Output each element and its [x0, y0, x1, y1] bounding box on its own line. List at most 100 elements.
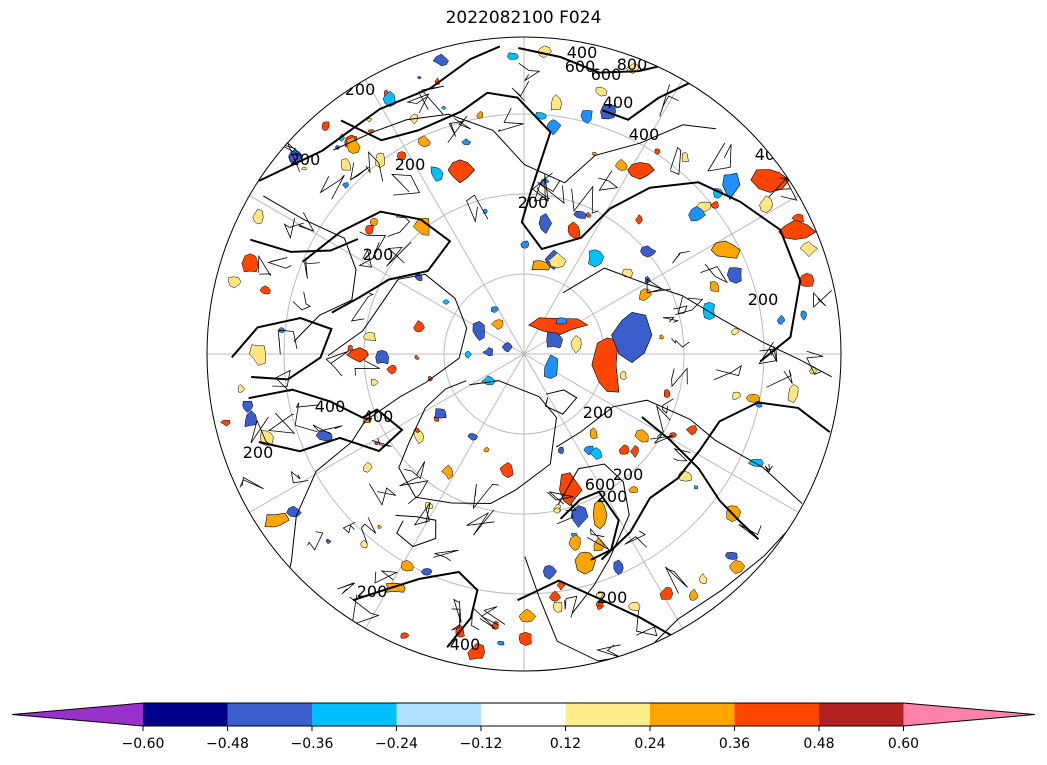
border-line [775, 176, 798, 201]
border-line [337, 582, 355, 595]
border-line [325, 350, 349, 377]
anomaly-area [413, 320, 425, 333]
colorbar-bins [11, 702, 1036, 727]
contour-label: 200 [357, 582, 388, 601]
anomaly-area [688, 206, 706, 222]
anomaly-area [430, 166, 444, 182]
anomaly-area [629, 445, 639, 459]
anomaly-area [442, 299, 450, 305]
border-line [387, 216, 411, 237]
border-line [587, 527, 610, 550]
anomaly-area [710, 240, 741, 259]
anomaly-area [346, 136, 361, 154]
border-line [267, 412, 296, 434]
border-line [319, 174, 345, 200]
anomaly-area [340, 158, 351, 171]
contour-label: 400 [567, 43, 598, 62]
border-line [571, 185, 599, 214]
anomaly-area [628, 486, 638, 493]
border-line [806, 350, 824, 375]
anomaly-area [362, 331, 377, 341]
anomaly-area [375, 350, 389, 365]
anomaly-area [365, 225, 374, 235]
anomaly-area [568, 534, 581, 551]
anomaly-area [710, 201, 719, 209]
anomaly-area [573, 210, 587, 219]
anomaly-area [360, 539, 368, 549]
anomaly-area [400, 632, 410, 639]
anomaly-area [432, 53, 449, 67]
anomaly-area [659, 334, 664, 340]
border-line [272, 369, 291, 393]
colorbar-bin [143, 703, 228, 726]
border-line [292, 291, 312, 311]
anomaly-area [464, 350, 472, 359]
border-line [290, 470, 309, 484]
border-line [564, 595, 578, 618]
anomaly-area [434, 408, 447, 419]
anomaly-area [369, 217, 378, 226]
border-line [466, 509, 495, 536]
contour-line [250, 238, 359, 253]
anomaly-area [685, 425, 698, 436]
contour-label: 200 [395, 155, 426, 174]
anomaly-area [618, 444, 630, 455]
contour-label: 400 [363, 407, 394, 426]
map-boundary [206, 36, 842, 672]
border-line [266, 257, 292, 269]
colorbar-bin [650, 703, 735, 726]
border-line [636, 610, 658, 637]
anomaly-area [347, 344, 353, 352]
anomaly-area [482, 347, 494, 357]
anomaly-area [709, 281, 720, 292]
anomaly-area [325, 538, 332, 545]
coastline [395, 514, 437, 548]
colorbar-bin [819, 703, 904, 726]
meridian-line [365, 353, 525, 629]
border-line [406, 93, 430, 114]
border-line [556, 502, 577, 525]
anomaly-area [589, 427, 598, 440]
contour-line [231, 316, 333, 381]
anomaly-area [548, 252, 567, 269]
border-line [472, 483, 499, 510]
coastline [398, 380, 558, 505]
border-line [764, 463, 773, 473]
border-line [511, 81, 530, 101]
anomaly-area [244, 410, 257, 428]
anomaly-area [627, 162, 655, 180]
anomaly-area [531, 260, 552, 271]
contour-label: 600 [565, 57, 596, 76]
anomaly-area [441, 464, 453, 480]
border-line [669, 146, 682, 175]
anomaly-area [491, 319, 504, 331]
anomaly-area [418, 135, 431, 148]
anomaly-area [483, 447, 490, 453]
anomaly-area [401, 560, 414, 572]
border-line [374, 570, 399, 584]
border-line [283, 217, 304, 240]
border-line [813, 290, 832, 308]
contour-label: 200 [583, 403, 614, 422]
anomaly-area [725, 552, 738, 560]
colorbar-tick-label: 0.36 [719, 736, 750, 752]
contour-label: 200 [518, 193, 549, 212]
anomaly-area [528, 317, 589, 335]
anomaly-area [301, 166, 307, 171]
coastline [562, 267, 832, 378]
border-line [354, 358, 380, 376]
anomaly-area [543, 565, 557, 580]
border-line [349, 594, 380, 626]
border-line [707, 142, 732, 172]
border-line [713, 364, 742, 381]
coastline [279, 273, 468, 612]
border-line [404, 461, 426, 480]
coastline [555, 399, 803, 504]
border-line [298, 212, 315, 232]
contour-label: 200 [597, 487, 628, 506]
colorbar-tick-label: −0.12 [460, 736, 503, 752]
border-line [365, 151, 384, 182]
anomaly-area [787, 384, 799, 403]
anomaly-area [461, 138, 472, 145]
anomaly-area [791, 213, 805, 223]
